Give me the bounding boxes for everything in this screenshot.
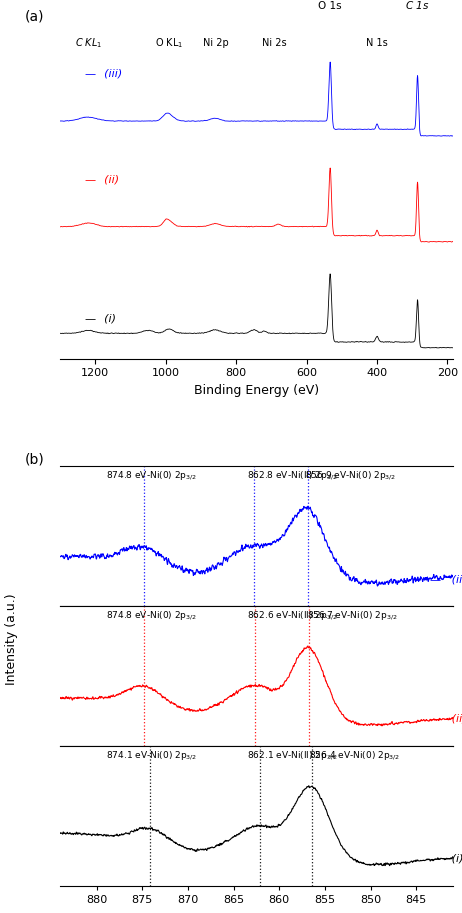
Text: —   (ii): — (ii)	[430, 714, 462, 724]
Text: O KL$_1$: O KL$_1$	[155, 37, 183, 50]
Text: 862.8 eV-Ni(II) 2p$_{3/2}$: 862.8 eV-Ni(II) 2p$_{3/2}$	[247, 469, 338, 482]
Text: Intensity (a.u.): Intensity (a.u.)	[5, 593, 18, 685]
Text: Ni 2p: Ni 2p	[203, 38, 229, 48]
Text: 856.9 eV-Ni(0) 2p$_{3/2}$: 856.9 eV-Ni(0) 2p$_{3/2}$	[305, 469, 396, 482]
Text: —   (ii): — (ii)	[85, 174, 119, 184]
Text: 856.7 eV-Ni(0) 2p$_{3/2}$: 856.7 eV-Ni(0) 2p$_{3/2}$	[307, 609, 397, 622]
Text: —   (iii): — (iii)	[430, 574, 462, 584]
X-axis label: Binding Energy (eV): Binding Energy (eV)	[194, 383, 319, 397]
Text: N 1s: N 1s	[366, 38, 388, 48]
Text: 856.4 eV-Ni(0) 2p$_{3/2}$: 856.4 eV-Ni(0) 2p$_{3/2}$	[310, 749, 401, 761]
Text: (b): (b)	[25, 452, 44, 467]
Text: 874.8 eV-Ni(0) 2p$_{3/2}$: 874.8 eV-Ni(0) 2p$_{3/2}$	[106, 609, 197, 622]
Text: (a): (a)	[25, 9, 44, 23]
Text: —   (iii): — (iii)	[85, 68, 122, 79]
Text: 862.1 eV-Ni(II) 2p$_{3/2}$: 862.1 eV-Ni(II) 2p$_{3/2}$	[247, 749, 338, 761]
Text: Ni 2s: Ni 2s	[262, 38, 286, 48]
Text: 874.8 eV-Ni(0) 2p$_{3/2}$: 874.8 eV-Ni(0) 2p$_{3/2}$	[106, 469, 197, 482]
Text: 862.6 eV-Ni(II) 2p$_{3/2}$: 862.6 eV-Ni(II) 2p$_{3/2}$	[247, 609, 338, 622]
Text: O 1s: O 1s	[318, 1, 342, 11]
Text: —   (i): — (i)	[85, 313, 116, 323]
Text: $C$ 1s: $C$ 1s	[405, 0, 430, 11]
Text: $C$ KL$_1$: $C$ KL$_1$	[74, 37, 102, 50]
Text: —   (i): — (i)	[430, 854, 462, 864]
Text: 874.1 eV-Ni(0) 2p$_{3/2}$: 874.1 eV-Ni(0) 2p$_{3/2}$	[106, 749, 197, 761]
